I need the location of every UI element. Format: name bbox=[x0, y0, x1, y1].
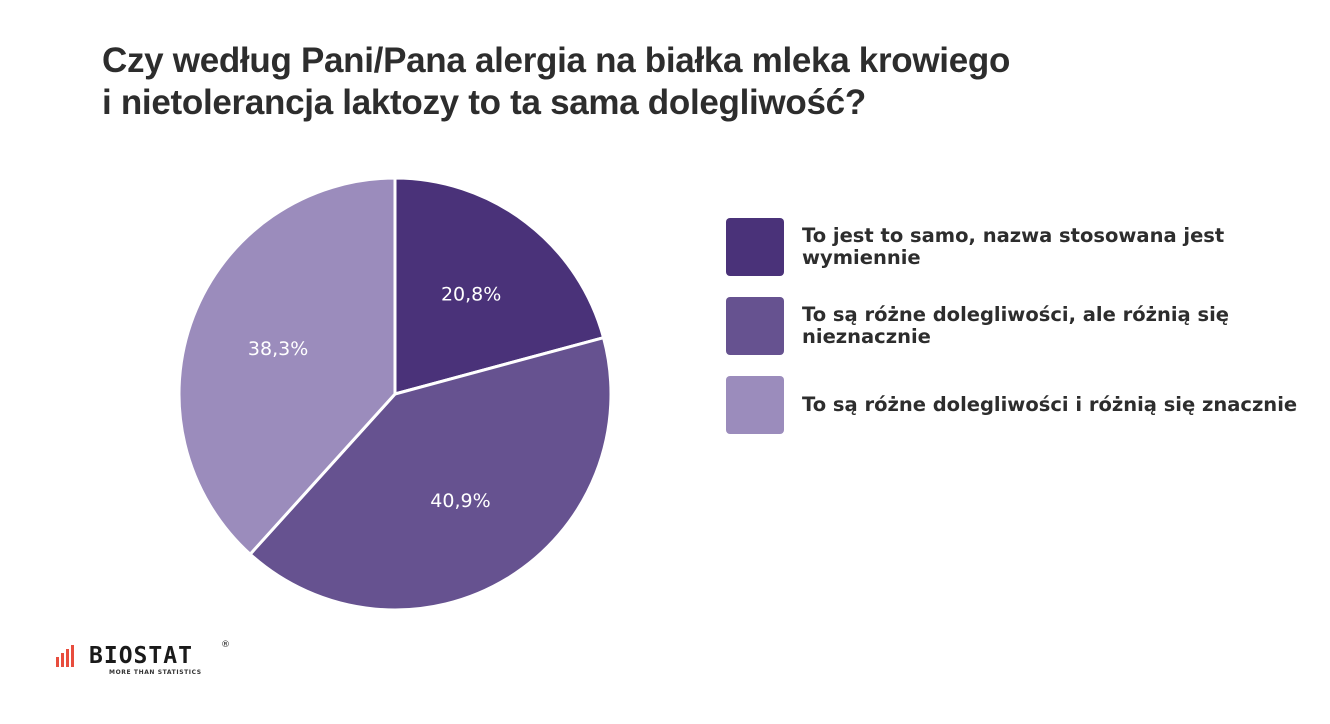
biostat-logo: BIOSTAT ® MORE THAN STATISTICS bbox=[55, 640, 245, 679]
legend-swatch bbox=[726, 376, 784, 434]
chart-legend: To jest to samo, nazwa stosowana jest wy… bbox=[726, 218, 1316, 455]
legend-item: To są różne dolegliwości i różnią się zn… bbox=[726, 376, 1316, 434]
pie-slice bbox=[248, 335, 613, 612]
pie-slice bbox=[177, 176, 397, 557]
logo-wordmark: BIOSTAT bbox=[89, 643, 193, 669]
chart-title-line-1: Czy według Pani/Pana alergia na białka m… bbox=[102, 41, 1011, 80]
slice-value-label: 20,8% bbox=[441, 284, 501, 306]
legend-label: To jest to samo, nazwa stosowana jest wy… bbox=[802, 224, 1225, 269]
pie-slice bbox=[393, 176, 606, 396]
legend-label: To są różne dolegliwości, ale różnią się… bbox=[802, 303, 1230, 348]
legend-label: To są różne dolegliwości i różnią się zn… bbox=[802, 393, 1298, 416]
chart-title: Czy według Pani/Pana alergia na białka m… bbox=[102, 40, 1202, 124]
logo-tagline: MORE THAN STATISTICS bbox=[109, 669, 202, 676]
bar-chart-icon bbox=[56, 645, 74, 667]
slice-value-label: 40,9% bbox=[430, 490, 490, 512]
slice-value-label: 38,3% bbox=[248, 338, 308, 360]
logo-registered-mark: ® bbox=[221, 640, 230, 650]
legend-item: To jest to samo, nazwa stosowana jest wy… bbox=[726, 218, 1316, 276]
chart-title-line-2: i nietolerancja laktozy to ta sama doleg… bbox=[102, 83, 866, 122]
legend-item: To są różne dolegliwości, ale różnią się… bbox=[726, 297, 1316, 355]
legend-swatch bbox=[726, 218, 784, 276]
legend-swatch bbox=[726, 297, 784, 355]
